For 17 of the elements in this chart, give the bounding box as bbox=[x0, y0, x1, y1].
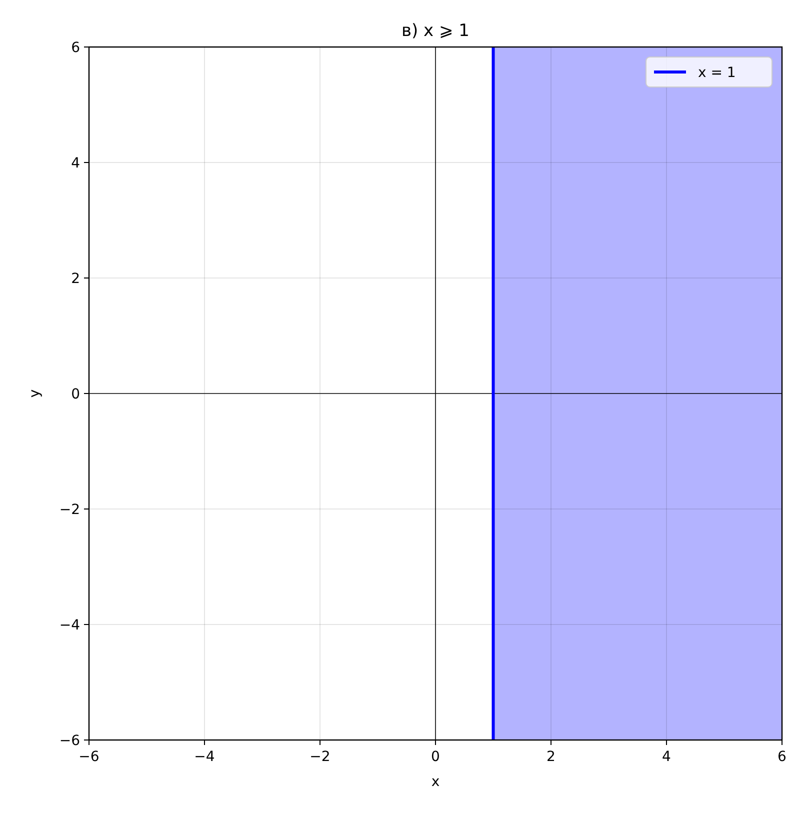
x-tick-label: −2 bbox=[310, 749, 330, 765]
y-tick-label: −4 bbox=[59, 618, 80, 634]
x-tick-label: 6 bbox=[778, 749, 787, 765]
x-tick-label: 2 bbox=[546, 749, 556, 765]
y-tick-label: −6 bbox=[59, 733, 80, 749]
y-tick-label: 0 bbox=[71, 386, 80, 402]
legend-label: x = 1 bbox=[698, 65, 736, 81]
x-tick-label: 4 bbox=[662, 749, 672, 765]
y-axis-title: y bbox=[27, 389, 43, 398]
chart-title: в) x ⩾ 1 bbox=[402, 21, 470, 41]
y-tick-label: 4 bbox=[71, 156, 80, 172]
x-axis-title: x bbox=[431, 774, 440, 790]
x-tick-label: −4 bbox=[194, 749, 215, 765]
x-tick-label: 0 bbox=[431, 749, 440, 765]
y-tick-label: 2 bbox=[71, 271, 80, 287]
y-tick-label: 6 bbox=[71, 40, 80, 56]
y-tick-label: −2 bbox=[59, 502, 80, 518]
